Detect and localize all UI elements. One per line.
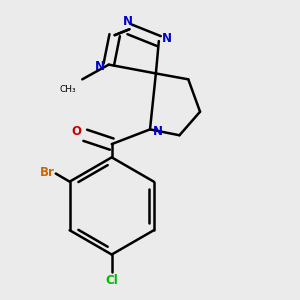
Text: N: N xyxy=(123,14,133,28)
Text: N: N xyxy=(95,60,105,73)
Text: O: O xyxy=(71,125,81,138)
Text: N: N xyxy=(162,32,172,45)
Text: Br: Br xyxy=(40,166,54,178)
Text: Cl: Cl xyxy=(105,274,118,287)
Text: CH₃: CH₃ xyxy=(60,85,76,94)
Text: N: N xyxy=(153,125,163,138)
